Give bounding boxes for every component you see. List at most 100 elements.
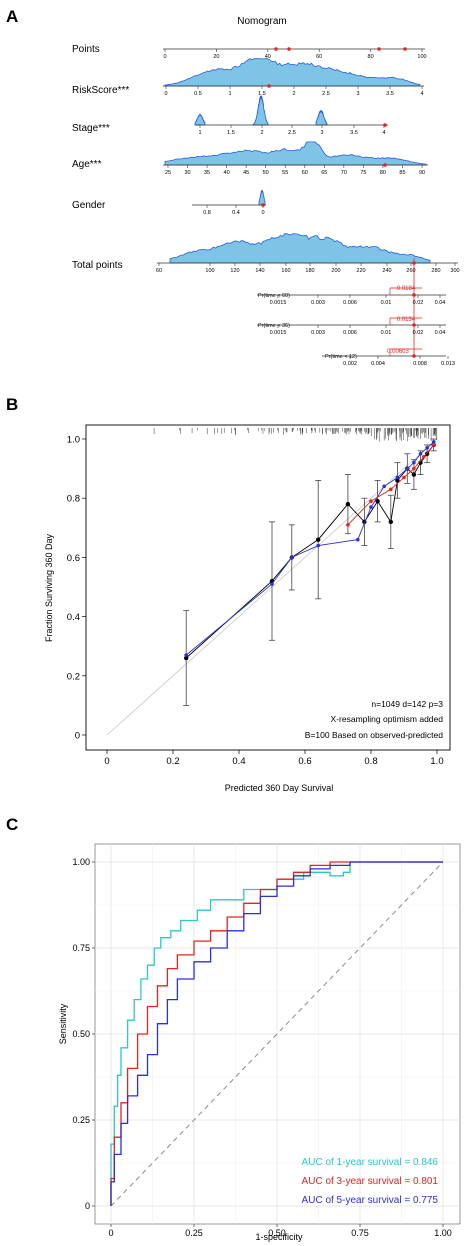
calibration-series-point: [412, 460, 416, 465]
stage-marker: [383, 123, 387, 127]
total-tick-label: 100: [205, 268, 214, 274]
riskscore-tick-label: 0.5: [194, 91, 202, 97]
points-marker: [377, 47, 381, 51]
total-tick-label: 260: [406, 268, 415, 274]
points-tick-label: 20: [213, 54, 219, 60]
prob-1-tick-label: 0.01: [381, 330, 392, 336]
riskscore-label: RiskScore***: [72, 85, 129, 96]
calibration-series-point: [184, 655, 189, 661]
calibration-series-point: [395, 475, 400, 480]
age-tick-label: 70: [341, 170, 347, 176]
calibration-series-point: [411, 472, 417, 477]
points-marker: [403, 47, 407, 51]
calibration-y-label: Fraction Surviving 360 Day: [44, 533, 54, 642]
age-density: [164, 141, 427, 166]
age-tick-label: 50: [263, 170, 269, 176]
gender-tick-label: 0.8: [203, 210, 211, 216]
prob-1-tick-label: 0.0015: [270, 330, 287, 336]
roc-x-label: 1-specificity: [255, 1232, 303, 1242]
riskscore-tick-label: 0: [164, 91, 167, 97]
calibration-series-point: [431, 443, 436, 447]
points-tick-label: 100: [417, 54, 426, 60]
roc-curve-3: [110, 861, 443, 1206]
total-tick-label: 180: [305, 268, 314, 274]
gender-tick-label: 0: [261, 210, 264, 216]
prob-0-tick-label: 0.04: [435, 300, 446, 306]
prob-2-tick-label: 0.013: [441, 361, 455, 367]
stage-density-1: [194, 113, 206, 126]
total-tick-label: 280: [431, 268, 440, 274]
riskscore-density: [164, 58, 421, 87]
roc-x-tick-label: 0.50: [268, 1228, 286, 1238]
calibration-x-tick-label: 0.8: [364, 756, 377, 767]
roc-curve-1: [110, 861, 443, 1206]
age-marker: [383, 163, 387, 167]
points-marker: [287, 47, 291, 51]
age-tick-label: 60: [302, 170, 308, 176]
calibration-series-point: [369, 499, 373, 503]
prob-0-tick-label: 0.0015: [270, 300, 287, 306]
roc-y-tick-label: 0: [85, 1201, 90, 1211]
calibration-series-point: [356, 537, 360, 542]
stage-density-2: [252, 94, 269, 126]
prob-value-60: 0.0184: [397, 286, 416, 292]
prob-marker: [412, 354, 416, 358]
prob-2-tick-label: 0.008: [413, 361, 427, 367]
calibration-x-tick-label: 0.4: [232, 756, 245, 767]
calibration-series-point: [405, 466, 410, 471]
age-label: Age***: [72, 159, 102, 170]
roc-y-tick-label: 0.50: [72, 1029, 90, 1039]
legend-1-year: AUC of 1-year survival = 0.846: [302, 1157, 439, 1168]
calibration-series-point: [424, 451, 430, 456]
riskscore-tick-label: 3: [356, 91, 359, 97]
calibration-series-point: [425, 446, 429, 450]
age-tick-label: 90: [419, 170, 425, 176]
points-label: Points: [72, 44, 100, 55]
calibration-series-point: [369, 505, 373, 509]
prob-1-tick-label: 0.003: [311, 330, 325, 336]
calibration-y-tick-label: 0.4: [67, 612, 80, 623]
roc-curve-2: [110, 861, 443, 1206]
calibration-series-point: [316, 537, 321, 542]
roc-y-label: Sensitivity: [58, 1003, 68, 1044]
calibration-series-point: [431, 440, 436, 444]
points-tick-label: 60: [316, 54, 322, 60]
prob-1-tick-label: 0.006: [343, 330, 357, 336]
roc-y-tick-label: 0.25: [72, 1115, 90, 1125]
age-tick-label: 30: [184, 170, 190, 176]
prob-marker: [412, 293, 416, 297]
panel-label-a: A: [6, 7, 18, 26]
total-tick-label: 140: [255, 268, 264, 274]
prob-label-12: Pr(time < 12): [325, 354, 357, 360]
calibration-note-2: X-resampling optimism added: [331, 714, 444, 724]
calibration-x-tick-label: 0.6: [298, 756, 311, 767]
stage-label: Stage***: [72, 123, 110, 134]
points-tick-label: 40: [265, 54, 271, 60]
calibration-series-line: [185, 441, 434, 656]
calibration-series-point: [375, 498, 380, 504]
age-tick-label: 40: [224, 170, 230, 176]
stage-tick-label: 1: [198, 130, 201, 136]
calibration-frame: [85, 424, 451, 751]
calibration-series-point: [402, 475, 406, 480]
riskscore-tick-label: 4: [420, 91, 423, 97]
stage-tick-label: 2: [260, 130, 263, 136]
calibration-y-tick-label: 1.0: [67, 435, 80, 446]
age-tick-label: 25: [165, 170, 171, 176]
roc-x-tick-label: 0.25: [185, 1228, 203, 1238]
total-tick-label: 220: [356, 268, 365, 274]
total-points-label: Total points: [72, 260, 123, 271]
total-density: [169, 233, 431, 264]
calibration-x-tick-label: 0.2: [166, 756, 179, 767]
age-tick-label: 85: [399, 170, 405, 176]
age-tick-label: 75: [360, 170, 366, 176]
calibration-series-line: [185, 444, 435, 659]
calibration-series-point: [382, 484, 387, 489]
legend-5-year: AUC of 5-year survival = 0.775: [302, 1195, 439, 1206]
age-tick-label: 45: [243, 170, 249, 176]
riskscore-tick-label: 2.5: [322, 91, 330, 97]
calibration-series-point: [290, 555, 294, 560]
points-tick-label: 80: [368, 54, 374, 60]
calibration-y-tick-label: 0.6: [67, 553, 80, 564]
